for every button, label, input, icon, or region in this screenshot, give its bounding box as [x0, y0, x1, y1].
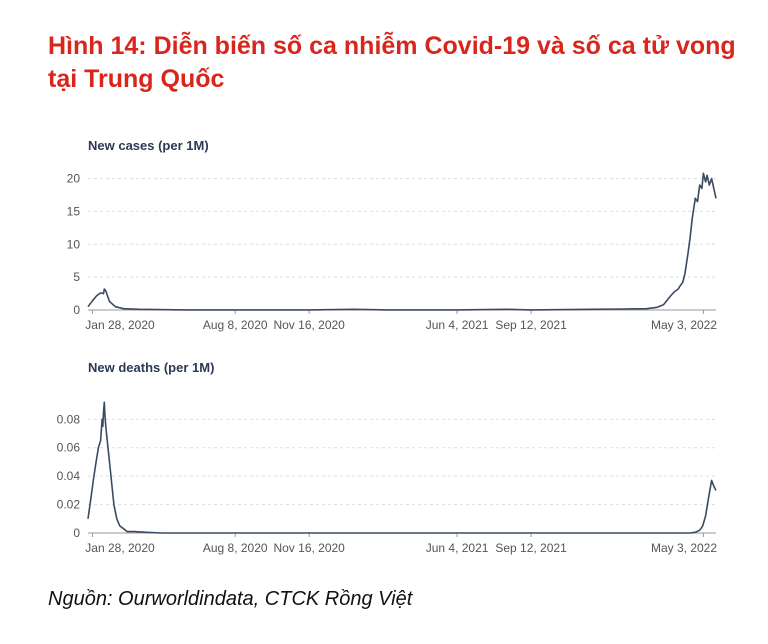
- y-tick-label-0-2: 10: [67, 237, 81, 251]
- x-tick-label-0-5: May 3, 2022: [651, 318, 717, 332]
- chart-title-1: New deaths (per 1M): [88, 360, 214, 375]
- x-tick-label-0-4: Sep 12, 2021: [495, 318, 567, 332]
- y-tick-label-1-4: 0.08: [57, 412, 81, 426]
- x-tick-label-0-2: Nov 16, 2020: [273, 318, 345, 332]
- x-tick-label-1-3: Jun 4, 2021: [426, 541, 489, 555]
- source-note: Nguồn: Ourworldindata, CTCK Rồng Việt: [48, 588, 413, 610]
- chart-title-0: New cases (per 1M): [88, 138, 209, 153]
- x-tick-label-1-0: Jan 28, 2020: [85, 541, 155, 555]
- series-line-1-0: [87, 401, 717, 534]
- x-tick-label-1-2: Nov 16, 2020: [273, 541, 345, 555]
- x-tick-label-1-5: May 3, 2022: [651, 541, 717, 555]
- series-line-0-0: [87, 172, 717, 311]
- y-tick-label-0-3: 15: [67, 204, 81, 218]
- y-tick-label-1-3: 0.06: [57, 441, 81, 455]
- x-tick-label-0-0: Jan 28, 2020: [85, 318, 155, 332]
- y-tick-label-1-0: 0: [73, 526, 80, 540]
- x-tick-label-1-4: Sep 12, 2021: [495, 541, 567, 555]
- y-tick-label-0-4: 20: [67, 172, 81, 186]
- y-tick-label-0-1: 5: [73, 270, 80, 284]
- charts-canvas: New cases (per 1M) 0 5 10 15 20 Jan 28, 2020 Au…: [57, 138, 718, 555]
- x-tick-label-0-1: Aug 8, 2020: [203, 318, 268, 332]
- x-tick-label-1-1: Aug 8, 2020: [203, 541, 268, 555]
- y-tick-label-0-0: 0: [73, 303, 80, 317]
- x-tick-label-0-3: Jun 4, 2021: [426, 318, 489, 332]
- y-tick-label-1-2: 0.04: [57, 469, 81, 483]
- y-tick-label-1-1: 0.02: [57, 498, 81, 512]
- figure-title: Hình 14: Diễn biến số ca nhiễm Covid-19 …: [48, 32, 736, 93]
